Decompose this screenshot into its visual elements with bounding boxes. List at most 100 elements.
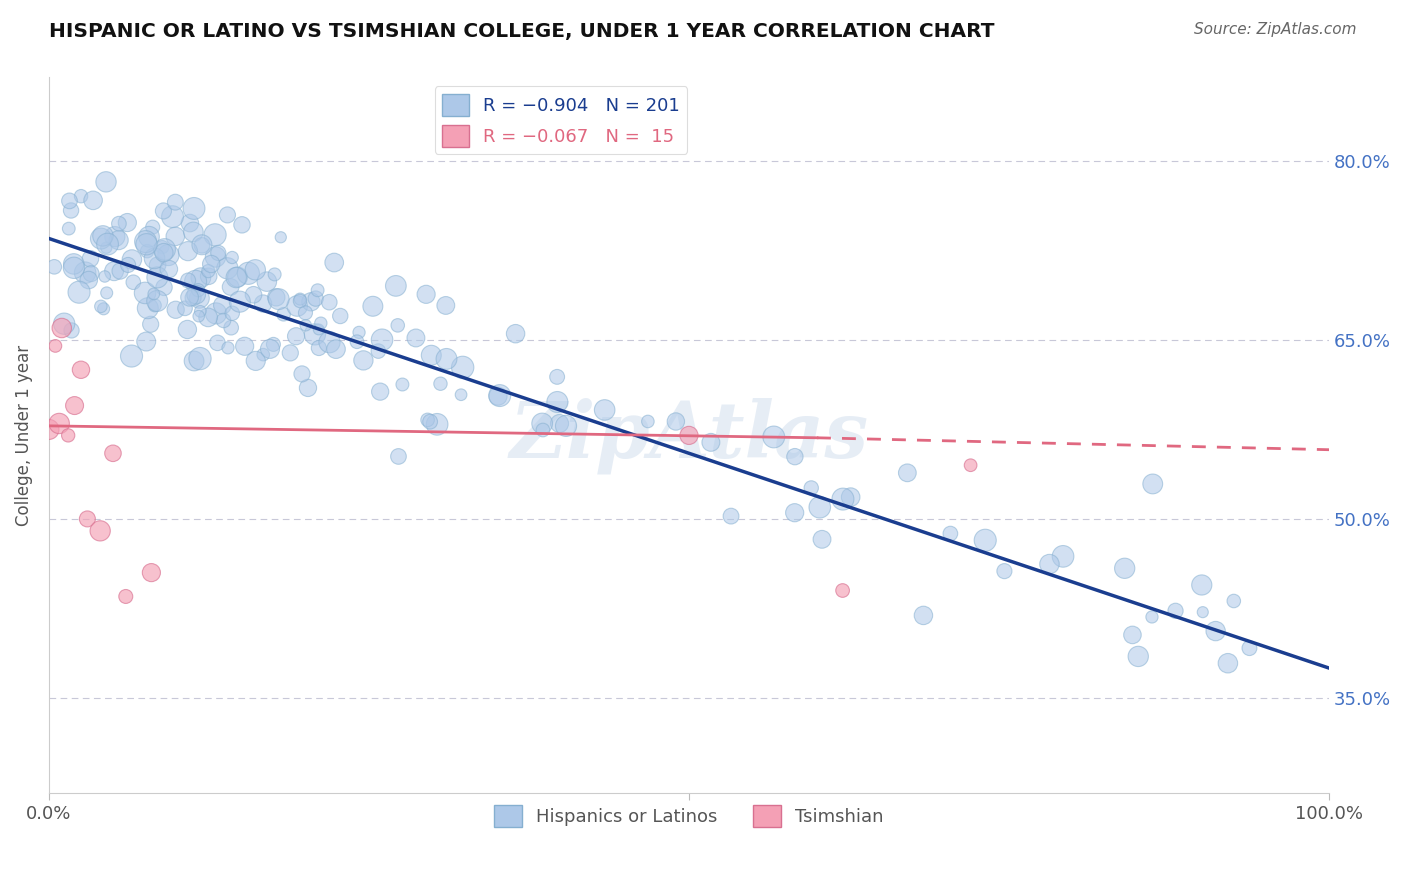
Point [162,210,184,224]
Point [117,258,139,272]
Point [53,317,76,331]
Point [221,306,243,320]
Point [60,203,83,218]
Point [183,354,205,368]
Point [488,388,510,402]
Point [486,389,509,403]
Point [416,413,439,427]
Point [420,348,443,362]
Point [143,298,166,312]
Point [96,285,118,300]
Point [122,275,145,289]
Point [219,320,242,334]
Point [233,339,256,353]
Point [294,306,316,320]
Point [361,299,384,313]
Point [783,450,806,464]
Point [1114,561,1136,575]
Point [70,363,93,377]
Point [811,533,834,547]
Point [318,295,340,310]
Point [77,273,100,287]
Point [103,264,125,278]
Point [134,285,156,300]
Point [63,399,86,413]
Point [44,339,66,353]
Point [505,326,527,341]
Point [217,341,239,355]
Point [146,293,169,308]
Point [82,194,104,208]
Point [405,331,427,345]
Point [385,278,408,293]
Point [188,291,211,305]
Point [142,220,165,235]
Point [58,194,80,208]
Point [1142,477,1164,491]
Point [204,250,226,264]
Point [229,294,252,309]
Point [912,608,935,623]
Point [138,229,160,244]
Point [245,262,267,277]
Point [1191,605,1213,619]
Point [1239,641,1261,656]
Point [993,564,1015,578]
Text: Source: ZipAtlas.com: Source: ZipAtlas.com [1194,22,1357,37]
Point [104,229,127,244]
Point [121,349,143,363]
Point [531,417,554,431]
Point [67,285,90,300]
Point [181,291,204,305]
Point [808,500,831,515]
Point [136,301,159,316]
Point [153,280,176,294]
Point [197,310,219,325]
Point [152,203,174,218]
Point [546,369,568,384]
Point [259,342,281,356]
Point [231,218,253,232]
Point [1216,657,1239,671]
Point [165,229,187,244]
Point [108,264,131,278]
Point [288,292,311,306]
Point [190,270,212,285]
Point [211,298,233,312]
Point [135,334,157,349]
Point [285,299,308,313]
Point [142,286,165,301]
Point [51,321,73,335]
Point [205,306,228,320]
Y-axis label: College, Under 1 year: College, Under 1 year [15,345,32,526]
Point [278,346,301,360]
Point [135,237,157,252]
Point [91,228,114,243]
Point [76,512,98,526]
Point [1223,594,1246,608]
Point [139,318,162,332]
Point [58,221,80,235]
Point [245,354,267,368]
Point [174,301,197,316]
Point [309,316,332,330]
Point [637,414,659,428]
Point [546,395,568,409]
Point [371,333,394,347]
Point [204,227,226,242]
Point [75,266,97,280]
Point [141,566,163,580]
Point [191,238,214,252]
Point [157,248,180,262]
Point [101,446,124,460]
Point [256,275,278,289]
Point [94,269,117,284]
Point [665,415,688,429]
Point [186,287,208,301]
Point [94,175,117,189]
Point [939,526,962,541]
Point [197,269,219,284]
Point [593,403,616,417]
Point [288,293,311,308]
Point [221,251,243,265]
